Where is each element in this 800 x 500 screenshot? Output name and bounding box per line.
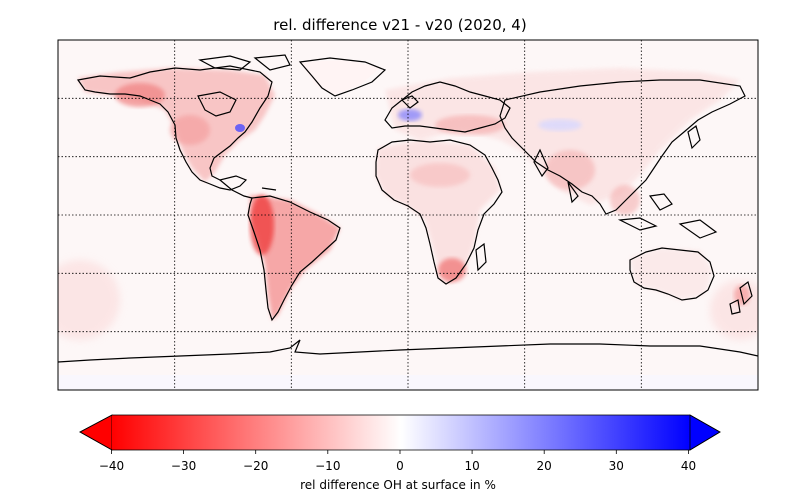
- colorbar-tick-label: 20: [537, 459, 552, 473]
- australia-field: [630, 248, 712, 300]
- colorbar-tick-label: −10: [315, 459, 340, 473]
- eurasia-field: [385, 68, 740, 205]
- colorbar-tick-label: 0: [396, 459, 404, 473]
- colorbar-body: [112, 415, 690, 450]
- colorbar-tick-label: −30: [171, 459, 196, 473]
- map-frame: [57, 39, 759, 391]
- colorbar-tick-label: 30: [609, 459, 624, 473]
- colorbar-label: rel difference OH at surface in %: [300, 478, 496, 492]
- map-title: rel. difference v21 - v20 (2020, 4): [273, 16, 527, 34]
- colorbar-extend-high: [689, 414, 721, 451]
- colorbar: [79, 414, 721, 451]
- colorbar-extend-low: [79, 414, 113, 451]
- colorbar-tick-label: 10: [464, 459, 479, 473]
- colorbar-ticks: −40 −30 −20 −10 0 10 20 30 40 rel differ…: [99, 450, 696, 492]
- colorbar-tick-label: 40: [681, 459, 696, 473]
- colorbar-outline: [79, 414, 721, 451]
- gridlines: [58, 40, 758, 390]
- colorbar-tick-label: −40: [99, 459, 124, 473]
- colorbar-tick-label: −20: [243, 459, 268, 473]
